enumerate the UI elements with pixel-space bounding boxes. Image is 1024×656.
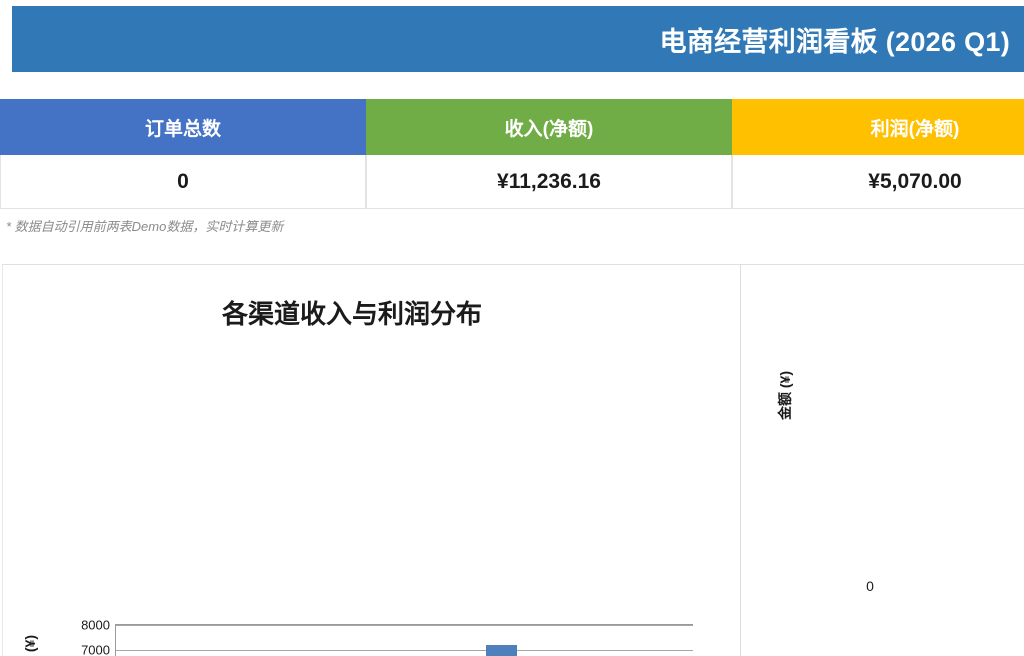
kpi-value-profit: ¥5,070.00 [732, 155, 1024, 209]
kpi-value-orders: 0 [0, 155, 366, 209]
bar-group[interactable]: 抖音 [347, 625, 462, 656]
chart-y-axis-label: 金额 (¥) [20, 635, 40, 656]
bar-group[interactable]: 小红书 [116, 625, 231, 656]
bar-group[interactable]: 拼多多 [231, 625, 346, 656]
channel-bar-chart[interactable]: 各渠道收入与利润分布 金额 (¥) 小红书拼多多抖音京东淘宝 800070006… [2, 264, 740, 656]
sku-bar-chart[interactable]: SKU005SKU004SKU003SKU002SKU001 [742, 264, 1024, 656]
chart-gridline: 7000 [81, 643, 693, 656]
chart-plot-area: 小红书拼多多抖音京东淘宝 800070006000500040003000200… [81, 618, 693, 656]
footnote-text: * 数据自动引用前两表Demo数据，实时计算更新 [6, 219, 284, 234]
panel-divider [740, 264, 741, 656]
chart-y-tick: 8000 [81, 617, 110, 633]
bar-group[interactable]: 京东 [462, 625, 577, 656]
kpi-card-revenue[interactable]: 收入(净额) ¥11,236.16 [366, 99, 732, 209]
page-title: 电商经营利润看板 (2026 Q1) [659, 26, 1010, 57]
kpi-card-profit[interactable]: 利润(净额) ¥5,070.00 [732, 99, 1024, 209]
kpi-label-orders: 订单总数 [0, 99, 366, 155]
bar-groups: 小红书拼多多抖音京东淘宝 [116, 625, 693, 656]
bar-group[interactable]: 淘宝 [578, 625, 693, 656]
kpi-label-profit: 利润(净额) [732, 99, 1024, 155]
sku-x-tick-zero: 0 [866, 578, 874, 594]
chart-y-tick: 7000 [81, 642, 110, 656]
chart-title: 各渠道收入与利润分布 [221, 299, 482, 329]
dashboard-header: 电商经营利润看板 (2026 Q1) [12, 6, 1024, 72]
kpi-card-orders[interactable]: 订单总数 0 [0, 99, 366, 209]
charts-container [2, 264, 1024, 656]
kpi-value-revenue: ¥11,236.16 [366, 155, 732, 209]
bar-revenue[interactable] [485, 644, 517, 656]
chart-gridline: 8000 [81, 618, 693, 633]
kpi-label-revenue: 收入(净额) [366, 99, 732, 155]
kpi-row: 订单总数 0 收入(净额) ¥11,236.16 利润(净额) ¥5,070.0… [0, 99, 1024, 209]
